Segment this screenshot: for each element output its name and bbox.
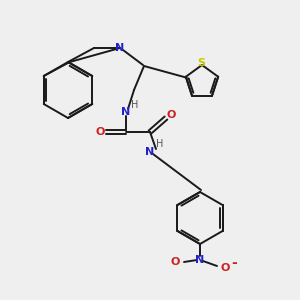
Text: O: O xyxy=(95,127,105,137)
Text: H: H xyxy=(156,139,164,149)
Text: N: N xyxy=(195,255,205,265)
Text: O: O xyxy=(166,110,176,120)
Text: N: N xyxy=(116,43,124,53)
Text: O: O xyxy=(220,263,230,273)
Text: -: - xyxy=(231,256,237,270)
Text: N: N xyxy=(122,107,130,117)
Text: O: O xyxy=(170,257,180,267)
Text: S: S xyxy=(197,58,205,68)
Text: H: H xyxy=(131,100,139,110)
Text: N: N xyxy=(146,147,154,157)
